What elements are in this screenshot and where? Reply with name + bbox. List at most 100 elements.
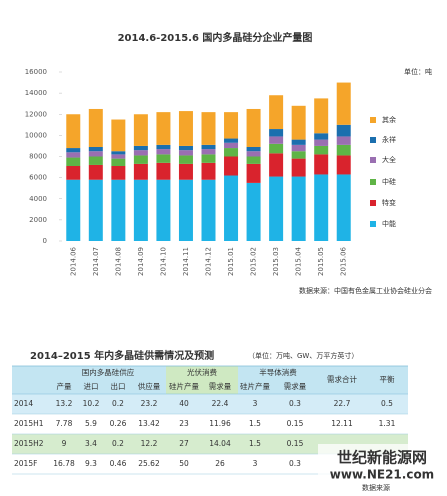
bar-segment [156,162,171,180]
bar-segment [246,182,261,241]
legend-swatch [370,157,376,163]
bar-segment [88,179,103,241]
bar-segment [314,133,329,140]
bar-segment [66,152,81,158]
bar-segment [88,146,103,152]
bar-segment [336,144,351,156]
bar-segment [201,179,216,241]
table-cell: 25.62 [138,459,160,468]
group-header: 光伏消费 [187,367,217,377]
legend-swatch [370,137,376,143]
x-tick-label: 2014.11 [182,247,190,276]
column-header: 硅片产量 [240,381,270,391]
y-tick-label: 14000 [25,89,47,97]
bar-segment [224,112,239,139]
table-row-bg [12,394,408,414]
table-cell: 0.26 [110,419,127,428]
bar-segment [111,158,126,167]
column-header: 硅片产量 [169,381,199,391]
table-cell: 0.2 [112,399,124,408]
table-cell: 12.11 [331,419,353,428]
bar-segment [133,150,148,156]
x-tick-label: 2014.12 [205,247,213,276]
y-tick-label: 4000 [29,195,47,203]
table-cell: 12.2 [141,439,158,448]
bar-segment [224,175,239,241]
y-tick-label: 0 [43,237,47,245]
bar-segment [156,149,171,155]
bar-segment [314,154,329,175]
x-tick-label: 2015.03 [272,247,280,276]
table-cell: 3 [253,459,258,468]
x-tick-label: 2015.04 [295,246,303,275]
table-cell: 22.4 [212,399,229,408]
legend-swatch [370,117,376,123]
bar-segment [178,163,193,180]
y-tick-label: 6000 [29,174,47,182]
legend-label: 中能 [382,219,396,228]
table-subtitle: （单位：万吨、GW、万平方英寸） [248,351,358,360]
table-cell: 9.3 [85,459,97,468]
group-header: 需求合计 [327,374,357,384]
legend-label: 其余 [382,115,396,124]
table-cell: 3 [253,399,258,408]
bar-segment [156,112,171,145]
table-cell: 26 [215,459,225,468]
watermark-bg [318,444,447,484]
bar-segment [269,129,284,137]
table-cell: 3.4 [85,439,97,448]
bar-segment [291,139,306,145]
bar-segment [133,179,148,241]
bar-segment [201,112,216,145]
bar-segment [336,174,351,241]
bar-segment [201,162,216,180]
bar-segment [314,145,329,155]
table-cell: 0.5 [381,399,393,408]
bar-segment [246,151,261,157]
group-header: 平衡 [380,374,395,384]
bar-segment [336,82,351,125]
column-header: 需求量 [209,381,232,391]
bar-segment [224,148,239,157]
bar-segment [111,166,126,180]
y-tick-label: 16000 [25,68,47,76]
table-cell: 23 [179,419,189,428]
watermark-url: www.NE21.com [330,468,434,482]
table-cell: 0.15 [287,419,304,428]
pv-header-bg [166,366,238,394]
column-header: 需求量 [284,381,307,391]
table-cell: 10.2 [83,399,100,408]
bar-segment [314,98,329,134]
table-cell: 0.15 [287,439,304,448]
legend-swatch [370,179,376,185]
table-cell: 16.78 [53,459,75,468]
x-tick-label: 2015.02 [250,247,258,276]
bar-segment [291,151,306,159]
bar-segment [133,155,148,164]
bar-segment [178,145,193,151]
source: 数据来源：中国有色金属工业协会硅业分会 [299,286,432,295]
unit: 单位：吨 [404,67,432,76]
bar-segment [201,149,216,155]
bar-segment [88,108,103,147]
bar-segment [246,146,261,152]
bar-segment [314,174,329,241]
bar-segment [66,157,81,167]
bar-segment [66,179,81,241]
bar-segment [66,148,81,153]
bar-segment [201,154,216,163]
bar-segment [66,166,81,180]
bar-segment [246,163,261,183]
bar-segment [88,164,103,180]
table-cell: 23.2 [141,399,158,408]
table-cell: 40 [179,399,189,408]
row-label: 2014 [14,399,33,408]
bar-segment [111,154,126,159]
x-tick-label: 2014.07 [92,247,100,276]
table-cell: 1.5 [249,419,261,428]
legend-swatch [370,200,376,206]
table-row-bg [12,434,408,454]
bar-segment [178,111,193,146]
bar-segment [336,124,351,137]
